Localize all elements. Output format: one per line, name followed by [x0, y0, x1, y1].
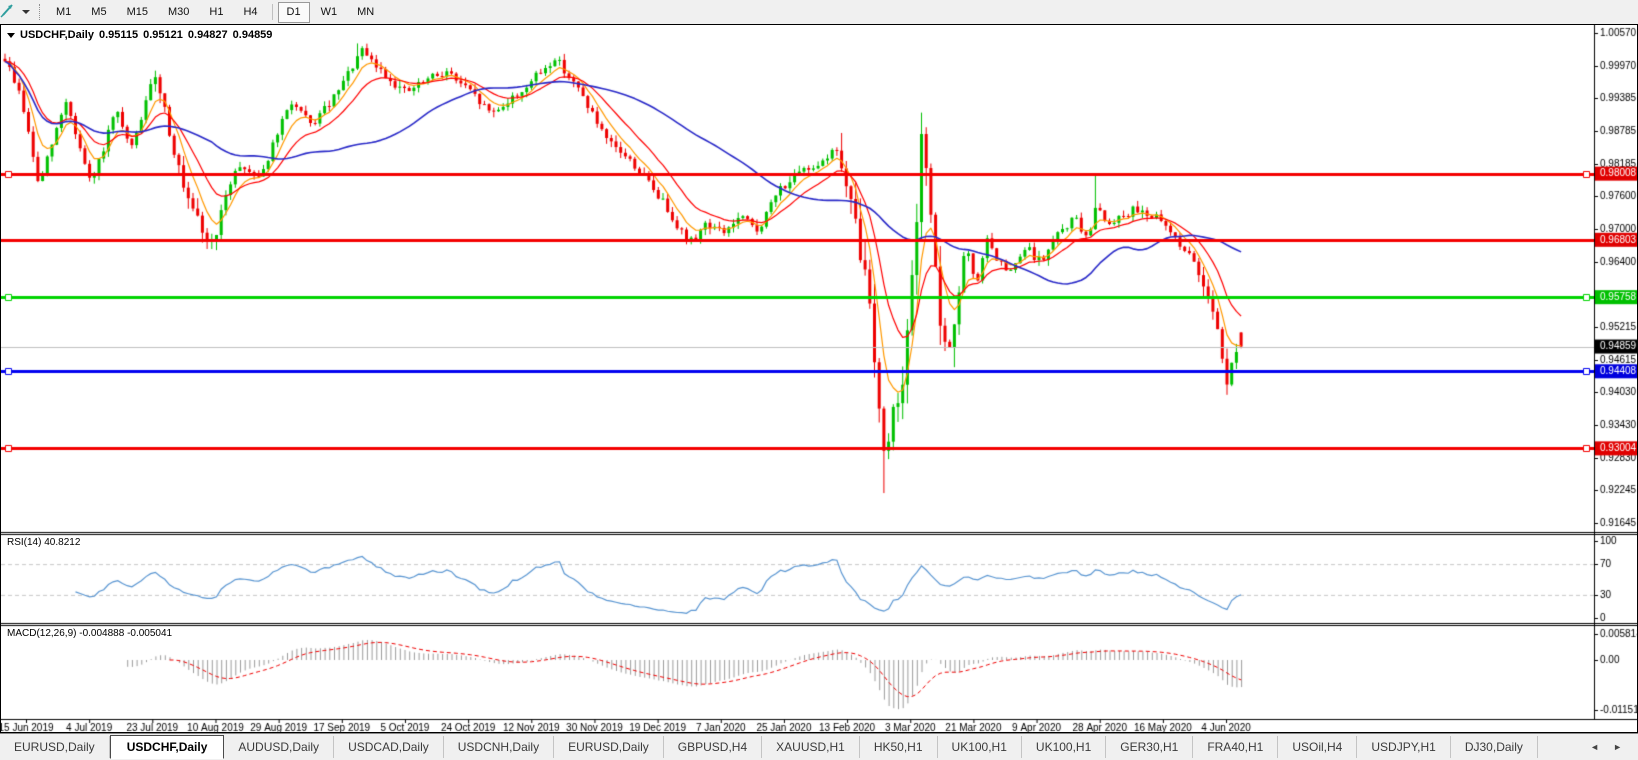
timeframe-toolbar: M1 M5 M15 M30 H1 H4 D1 W1 MN	[0, 0, 1638, 24]
tab-eurusd-daily-1[interactable]: EURUSD,Daily	[0, 736, 110, 758]
tab-xauusd-h1[interactable]: XAUUSD,H1	[762, 736, 860, 758]
ohlc-low: 0.94827	[187, 29, 228, 41]
tab-ger30-h1[interactable]: GER30,H1	[1106, 736, 1194, 758]
tab-hk50-h1[interactable]: HK50,H1	[860, 736, 938, 758]
chart-tab-bar: EURUSD,Daily USDCHF,Daily AUDUSD,Daily U…	[0, 733, 1638, 760]
macd-indicator-label: MACD(12,26,9) -0.004888 -0.005041	[7, 628, 173, 639]
timeframe-button-d1[interactable]: D1	[277, 1, 310, 23]
rsi-indicator-label: RSI(14) 40.8212	[7, 537, 81, 548]
timeframe-button-h4[interactable]: H4	[243, 6, 258, 18]
timeframe-button-h1[interactable]: H1	[209, 6, 224, 18]
tab-usoil-h4[interactable]: USOil,H4	[1278, 736, 1358, 758]
tab-dj30-daily[interactable]: DJ30,Daily	[1451, 736, 1538, 758]
tab-scroll-right-button[interactable]: ►	[1613, 742, 1622, 752]
ohlc-high: 0.95121	[143, 29, 183, 41]
timeframe-button-mn[interactable]: MN	[357, 6, 375, 18]
chart-window: USDCHF,Daily 0.95115 0.95121 0.94827 0.9…	[0, 24, 1638, 733]
tab-uk100-h1-1[interactable]: UK100,H1	[938, 736, 1022, 758]
tab-uk100-h1-2[interactable]: UK100,H1	[1022, 736, 1107, 758]
tab-gbpusd-h4[interactable]: GBPUSD,H4	[664, 736, 763, 758]
tab-usdjpy-h1[interactable]: USDJPY,H1	[1357, 736, 1451, 758]
timeframe-button-m30[interactable]: M30	[167, 6, 190, 18]
tab-usdchf-daily[interactable]: USDCHF,Daily	[109, 735, 225, 759]
chart-canvas[interactable]	[1, 25, 1637, 732]
collapse-triangle-icon[interactable]	[7, 32, 15, 38]
chart-symbol-label: USDCHF,Daily	[20, 29, 94, 41]
tab-eurusd-daily-2[interactable]: EURUSD,Daily	[554, 736, 664, 758]
ohlc-close: 0.94859	[232, 29, 273, 41]
ohlc-open: 0.95115	[98, 29, 139, 41]
line-studies-icon	[0, 2, 17, 23]
tab-usdcad-daily[interactable]: USDCAD,Daily	[334, 736, 444, 758]
tab-fra40-h1[interactable]: FRA40,H1	[1193, 736, 1279, 758]
timeframe-button-w1[interactable]: W1	[320, 6, 338, 18]
tab-audusd-daily[interactable]: AUDUSD,Daily	[224, 736, 335, 758]
timeframe-button-m15[interactable]: M15	[126, 6, 148, 18]
toolbar-grip	[39, 4, 40, 20]
timeframe-button-m5[interactable]: M5	[91, 6, 107, 18]
tab-scroll-controls: ◄ ►	[1590, 742, 1638, 752]
tab-scroll-left-button[interactable]: ◄	[1590, 742, 1600, 752]
tab-usdcnh-daily[interactable]: USDCNH,Daily	[444, 736, 555, 758]
toolbar-separator	[271, 4, 273, 20]
dropdown-caret-icon[interactable]	[22, 10, 30, 14]
timeframe-button-m1[interactable]: M1	[56, 6, 72, 18]
chart-title: USDCHF,Daily 0.95115 0.95121 0.94827 0.9…	[7, 29, 277, 41]
chart-tool-button[interactable]	[0, 2, 33, 22]
